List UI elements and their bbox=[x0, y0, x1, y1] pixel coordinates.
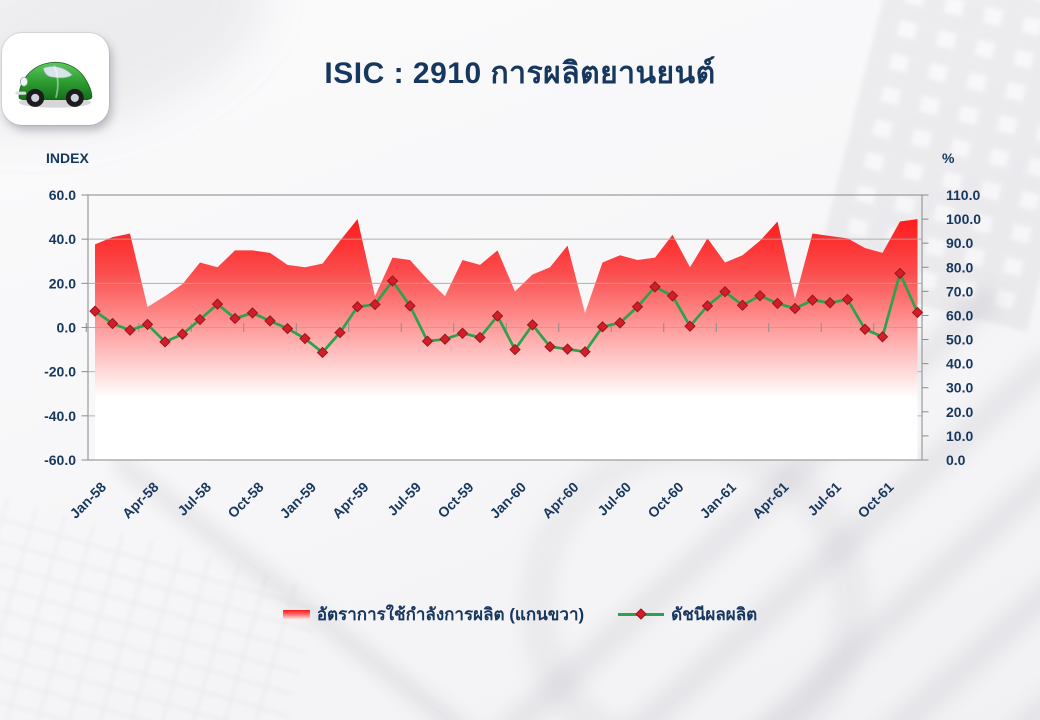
svg-text:110.0: 110.0 bbox=[946, 187, 980, 203]
svg-text:0.0: 0.0 bbox=[57, 320, 77, 336]
svg-text:Apr-60: Apr-60 bbox=[539, 479, 582, 522]
legend-label-capacity: อัตราการใช้กำลังการผลิต (แกนขวา) bbox=[316, 605, 585, 624]
legend-swatch-index-line bbox=[618, 608, 665, 620]
legend-swatch-capacity-area bbox=[282, 610, 310, 619]
car-logo-card bbox=[2, 33, 109, 125]
svg-text:10.0: 10.0 bbox=[946, 428, 973, 444]
svg-text:Jan-60: Jan-60 bbox=[486, 479, 529, 522]
capacity-utilization-area-series bbox=[95, 219, 918, 460]
svg-text:70.0: 70.0 bbox=[946, 283, 973, 299]
svg-text:Jan-61: Jan-61 bbox=[696, 479, 739, 522]
svg-text:Jan-58: Jan-58 bbox=[66, 479, 109, 522]
svg-text:0.0: 0.0 bbox=[946, 452, 966, 468]
svg-text:INDEX: INDEX bbox=[46, 150, 89, 166]
svg-text:60.0: 60.0 bbox=[946, 307, 973, 323]
svg-text:20.0: 20.0 bbox=[946, 404, 973, 420]
x-axis-labels: Jan-58 Apr-58 Jul-58 Oct-58 Jan-59 Apr-59 Jul-… bbox=[66, 479, 896, 522]
svg-text:-60.0: -60.0 bbox=[44, 452, 76, 468]
svg-text:20.0: 20.0 bbox=[49, 275, 76, 291]
x-axis-ticks bbox=[85, 323, 875, 332]
chart-title: ISIC : 2910 การผลิตยานยนต์ bbox=[324, 57, 716, 90]
svg-text:Jul-61: Jul-61 bbox=[804, 479, 844, 519]
diamond-marker-icon bbox=[635, 608, 647, 620]
svg-text:Jul-60: Jul-60 bbox=[594, 479, 634, 519]
svg-text:60.0: 60.0 bbox=[49, 187, 76, 203]
svg-text:80.0: 80.0 bbox=[946, 259, 973, 275]
svg-text:40.0: 40.0 bbox=[49, 231, 76, 247]
svg-text:Apr-58: Apr-58 bbox=[119, 479, 162, 522]
svg-text:40.0: 40.0 bbox=[946, 356, 973, 372]
left-axis-title: INDEX bbox=[46, 150, 89, 166]
svg-text:-40.0: -40.0 bbox=[44, 408, 76, 424]
right-axis-title: % bbox=[942, 150, 955, 166]
svg-text:Oct-60: Oct-60 bbox=[644, 479, 686, 521]
left-axis: 60.0 40.0 20.0 0.0 -20.0 -40.0 -60.0 bbox=[44, 187, 88, 468]
legend-item-production-index: ดัชนีผลผลิต bbox=[618, 601, 757, 628]
svg-text:Oct-59: Oct-59 bbox=[434, 479, 476, 521]
production-index-markers bbox=[89, 267, 924, 359]
svg-text:50.0: 50.0 bbox=[946, 332, 973, 348]
svg-text:Jul-59: Jul-59 bbox=[384, 479, 424, 519]
svg-text:Oct-58: Oct-58 bbox=[224, 479, 266, 521]
svg-text:-20.0: -20.0 bbox=[44, 364, 76, 380]
svg-text:Apr-61: Apr-61 bbox=[749, 479, 792, 522]
svg-text:Jul-58: Jul-58 bbox=[174, 479, 214, 519]
svg-text:Jan-59: Jan-59 bbox=[276, 479, 319, 522]
svg-text:90.0: 90.0 bbox=[946, 235, 973, 251]
svg-text:%: % bbox=[942, 150, 955, 166]
right-axis: 110.0 100.0 90.0 80.0 70.0 60.0 50.0 40.0 30.0 20… bbox=[922, 187, 981, 468]
svg-text:Oct-61: Oct-61 bbox=[854, 479, 896, 521]
green-car-icon bbox=[15, 62, 93, 108]
legend-label-production-index: ดัชนีผลผลิต bbox=[671, 605, 758, 624]
svg-text:Apr-59: Apr-59 bbox=[329, 479, 372, 522]
chart-legend: อัตราการใช้กำลังการผลิต (แกนขวา) ดัชนีผล… bbox=[0, 601, 1040, 628]
svg-text:30.0: 30.0 bbox=[946, 380, 973, 396]
svg-text:100.0: 100.0 bbox=[946, 211, 981, 227]
legend-item-capacity: อัตราการใช้กำลังการผลิต (แกนขวา) bbox=[282, 601, 585, 628]
